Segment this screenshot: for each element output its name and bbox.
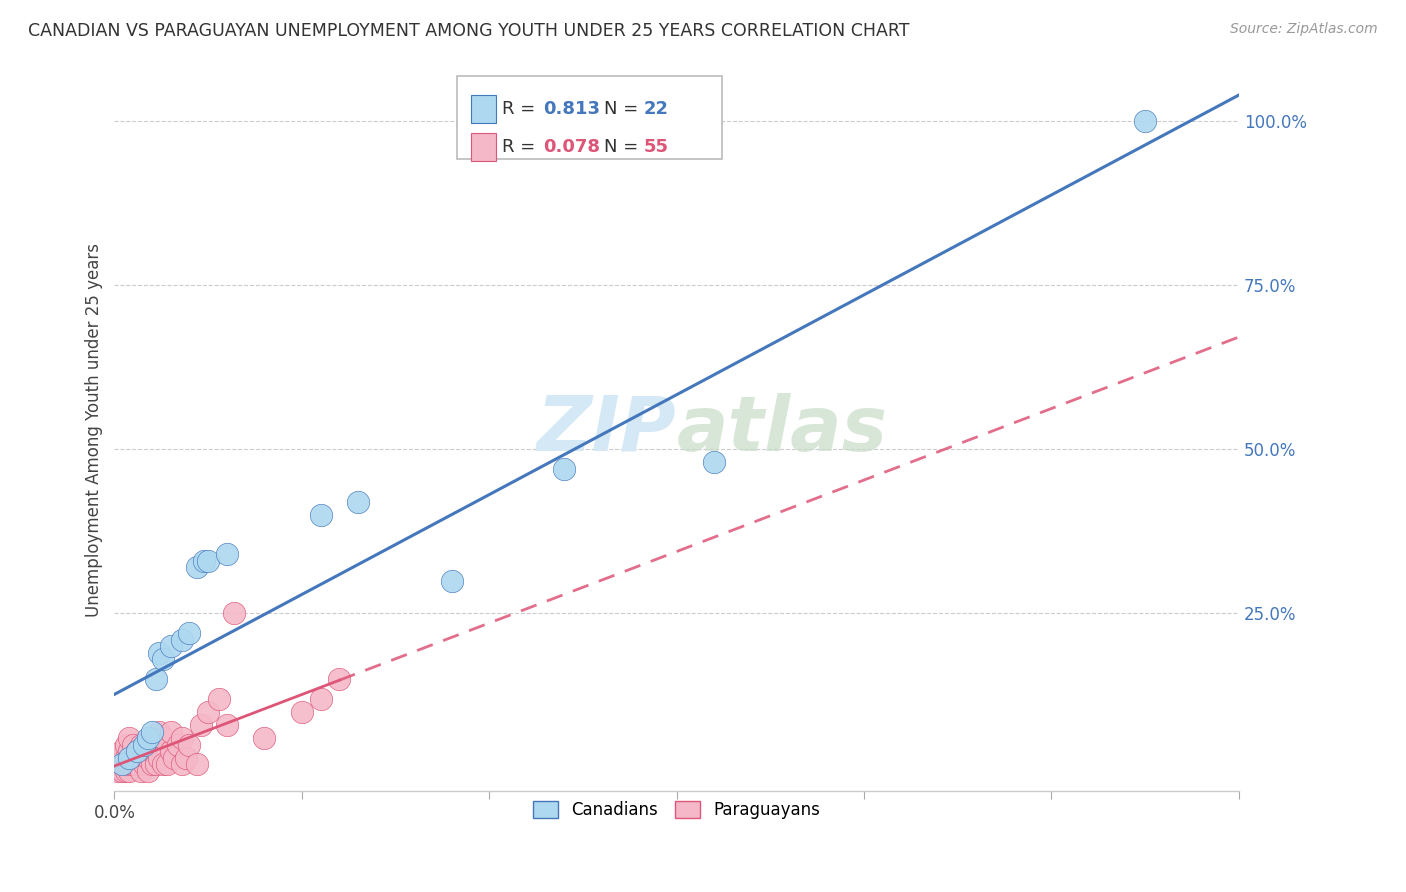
Point (553, 462, 575, 476)
Point (163, 751, 186, 765)
Point (309, 508, 332, 522)
Point (111, 751, 134, 765)
Point (215, 547, 238, 561)
Text: ZIP: ZIP (537, 392, 676, 467)
Point (107, 764, 129, 778)
Point (125, 744, 148, 758)
Point (174, 751, 197, 765)
Point (141, 757, 163, 772)
Point (141, 731, 163, 745)
Point (156, 757, 179, 772)
Point (291, 705, 314, 719)
Point (152, 652, 174, 666)
Bar (471, 95, 495, 123)
Point (152, 731, 174, 745)
Point (1133, 114, 1156, 128)
Point (141, 724, 163, 739)
Point (114, 738, 136, 752)
Point (215, 718, 238, 732)
Point (107, 751, 129, 765)
Point (111, 744, 134, 758)
Text: N =: N = (603, 100, 644, 118)
Point (145, 672, 167, 686)
Point (118, 757, 141, 772)
Point (179, 626, 201, 640)
Bar (471, 134, 495, 161)
Point (129, 751, 152, 765)
Point (111, 764, 134, 778)
Point (159, 724, 181, 739)
Point (224, 607, 246, 621)
Point (122, 738, 145, 752)
Point (167, 738, 190, 752)
Point (186, 757, 208, 772)
Point (440, 574, 463, 588)
Text: 22: 22 (644, 100, 669, 118)
Text: Source: ZipAtlas.com: Source: ZipAtlas.com (1230, 22, 1378, 37)
Point (111, 757, 134, 772)
Point (107, 757, 129, 772)
Point (122, 757, 145, 772)
Point (197, 554, 219, 568)
Point (347, 495, 370, 509)
Point (190, 718, 212, 732)
Point (134, 744, 156, 758)
Legend: Canadians, Paraguayans: Canadians, Paraguayans (526, 794, 827, 826)
Point (159, 639, 181, 653)
Text: 0.078: 0.078 (543, 138, 600, 156)
FancyBboxPatch shape (457, 76, 721, 159)
Point (159, 744, 181, 758)
Point (148, 724, 170, 739)
Point (309, 691, 332, 706)
Point (179, 738, 201, 752)
Text: 55: 55 (644, 138, 669, 156)
Point (148, 751, 170, 765)
Point (111, 757, 134, 772)
Point (118, 731, 141, 745)
Point (118, 764, 141, 778)
Point (208, 691, 231, 706)
Point (114, 764, 136, 778)
Point (145, 757, 167, 772)
Text: R =: R = (502, 100, 541, 118)
Point (186, 560, 208, 574)
Point (170, 757, 193, 772)
Point (114, 751, 136, 765)
Point (129, 738, 152, 752)
Point (136, 731, 159, 745)
Point (170, 632, 193, 647)
Point (152, 757, 174, 772)
Point (129, 764, 152, 778)
Text: CANADIAN VS PARAGUAYAN UNEMPLOYMENT AMONG YOUTH UNDER 25 YEARS CORRELATION CHART: CANADIAN VS PARAGUAYAN UNEMPLOYMENT AMON… (28, 22, 910, 40)
Point (122, 751, 145, 765)
Point (125, 757, 148, 772)
Text: 0.813: 0.813 (543, 100, 600, 118)
Point (148, 646, 170, 660)
Text: N =: N = (603, 138, 644, 156)
Point (134, 738, 156, 752)
Point (118, 751, 141, 765)
Text: atlas: atlas (676, 392, 887, 467)
Point (328, 672, 350, 686)
Point (193, 554, 215, 568)
Point (703, 455, 725, 469)
Point (118, 744, 141, 758)
Point (170, 731, 193, 745)
Point (197, 705, 219, 719)
Point (114, 757, 136, 772)
Point (253, 731, 276, 745)
Point (136, 764, 159, 778)
Text: R =: R = (502, 138, 541, 156)
Point (141, 744, 163, 758)
Point (125, 744, 148, 758)
Point (136, 751, 159, 765)
Point (145, 738, 167, 752)
Point (134, 757, 156, 772)
Y-axis label: Unemployment Among Youth under 25 years: Unemployment Among Youth under 25 years (86, 243, 103, 616)
